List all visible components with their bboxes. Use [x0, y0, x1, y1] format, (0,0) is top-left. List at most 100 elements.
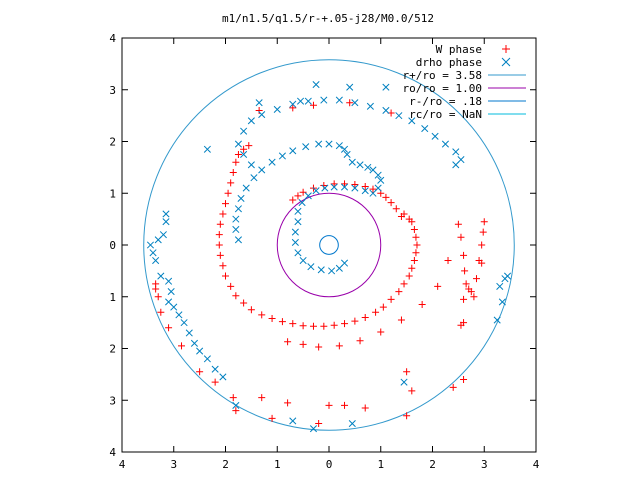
w-phase-point: [325, 401, 333, 409]
w-phase-point: [405, 272, 413, 280]
w-phase-point: [408, 218, 416, 226]
drho-phase-point: [315, 140, 323, 148]
w-phase-point: [413, 241, 421, 249]
drho-phase-point: [452, 148, 460, 156]
w-phase-point: [395, 288, 403, 296]
w-phase-point: [268, 414, 276, 422]
drho-phase-point: [203, 145, 211, 153]
w-phase-point: [284, 399, 292, 407]
w-phase-point: [227, 282, 235, 290]
w-phase-point: [392, 205, 400, 213]
drho-phase-point: [320, 96, 328, 104]
y-tick-label: 4: [109, 446, 116, 459]
legend-plus-marker: [502, 45, 510, 53]
drho-phase-point: [219, 373, 227, 381]
w-phase-point: [219, 210, 227, 218]
drho-phase-point: [369, 166, 377, 174]
w-phase-point: [330, 321, 338, 329]
w-phase-point: [335, 342, 343, 350]
w-phase-point: [410, 225, 418, 233]
x-tick-label: 4: [533, 458, 540, 471]
w-phase-point: [379, 303, 387, 311]
w-phase-point: [351, 180, 359, 188]
w-phase-point: [444, 257, 452, 265]
drho-phase-point: [382, 106, 390, 115]
w-phase-point: [330, 180, 338, 188]
drho-phase-point: [321, 184, 329, 192]
drho-phase-point: [366, 102, 374, 110]
x-tick-label: 3: [481, 458, 488, 471]
drho-phase-point: [382, 83, 390, 91]
drho-phase-point: [157, 272, 165, 280]
w-phase-point: [289, 320, 297, 328]
drho-phase-point: [196, 347, 204, 355]
drho-phase-point: [377, 176, 385, 184]
w-phase-point: [232, 407, 240, 415]
w-phase-point: [299, 322, 307, 330]
drho-phase-point: [335, 142, 343, 150]
w-phase-point: [157, 308, 165, 316]
x-tick-label: 2: [429, 458, 436, 471]
drho-phase-point: [162, 210, 170, 218]
w-phase-point: [232, 158, 240, 166]
drho-phase-point: [317, 266, 325, 274]
y-tick-label: 3: [109, 84, 116, 97]
drho-phase-point: [211, 365, 219, 373]
w-phase-point: [222, 200, 229, 208]
w-phase-point: [400, 280, 408, 288]
drho-phase-point: [162, 218, 170, 226]
w-phase-point: [403, 412, 411, 420]
w-phase-point: [382, 193, 390, 201]
drho-phase-point: [395, 112, 403, 120]
circle-r-ring: [319, 235, 339, 255]
w-phase-point: [211, 378, 219, 386]
drho-phase-point: [268, 158, 276, 166]
w-phase-point: [289, 104, 297, 112]
w-phase-point: [234, 150, 242, 158]
drho-phase-point: [312, 187, 320, 195]
w-phase-point: [472, 275, 480, 283]
w-phase-point: [361, 404, 369, 412]
w-phase-point: [387, 295, 395, 303]
drho-phase-point: [232, 225, 240, 234]
drho-phase-point: [348, 158, 356, 166]
w-phase-point: [346, 99, 354, 107]
w-phase-point: [449, 383, 457, 391]
w-phase-point: [227, 179, 235, 187]
w-phase-point: [341, 401, 349, 409]
drho-phase-point: [351, 99, 359, 107]
w-phase-point: [341, 180, 349, 188]
y-tick-label: 0: [109, 239, 116, 252]
x-tick-label: 1: [377, 458, 384, 471]
w-phase-point: [457, 233, 465, 241]
legend-label: ro/ro = 1.00: [403, 82, 482, 95]
drho-phase-point: [146, 241, 155, 249]
drho-phase-point: [307, 263, 315, 271]
drho-phase-point: [291, 238, 299, 246]
y-tick-label: 3: [109, 394, 116, 407]
w-phase-point: [268, 314, 276, 322]
drho-phase-point: [258, 111, 266, 119]
w-phase-point: [240, 145, 248, 153]
drho-phase-point: [340, 183, 349, 191]
w-phase-point: [410, 257, 418, 265]
drho-phase-point: [364, 163, 372, 171]
w-phase-point: [229, 394, 237, 402]
circle-r-ring: [143, 59, 515, 431]
drho-phase-point: [340, 259, 349, 267]
w-phase-point: [294, 192, 302, 200]
w-phase-point: [315, 343, 323, 351]
drho-phase-point: [240, 127, 248, 135]
drho-phase-point: [232, 215, 240, 223]
drho-phase-point: [289, 100, 297, 108]
drho-phase-point: [340, 145, 349, 153]
w-phase-point: [284, 338, 292, 346]
drho-phase-point: [237, 194, 245, 202]
w-phase-point: [460, 251, 468, 259]
w-phase-point: [309, 322, 317, 330]
data-points: [146, 81, 512, 433]
w-phase-point: [289, 196, 297, 204]
y-tick-label: 2: [109, 343, 116, 356]
drho-phase-point: [185, 329, 193, 337]
